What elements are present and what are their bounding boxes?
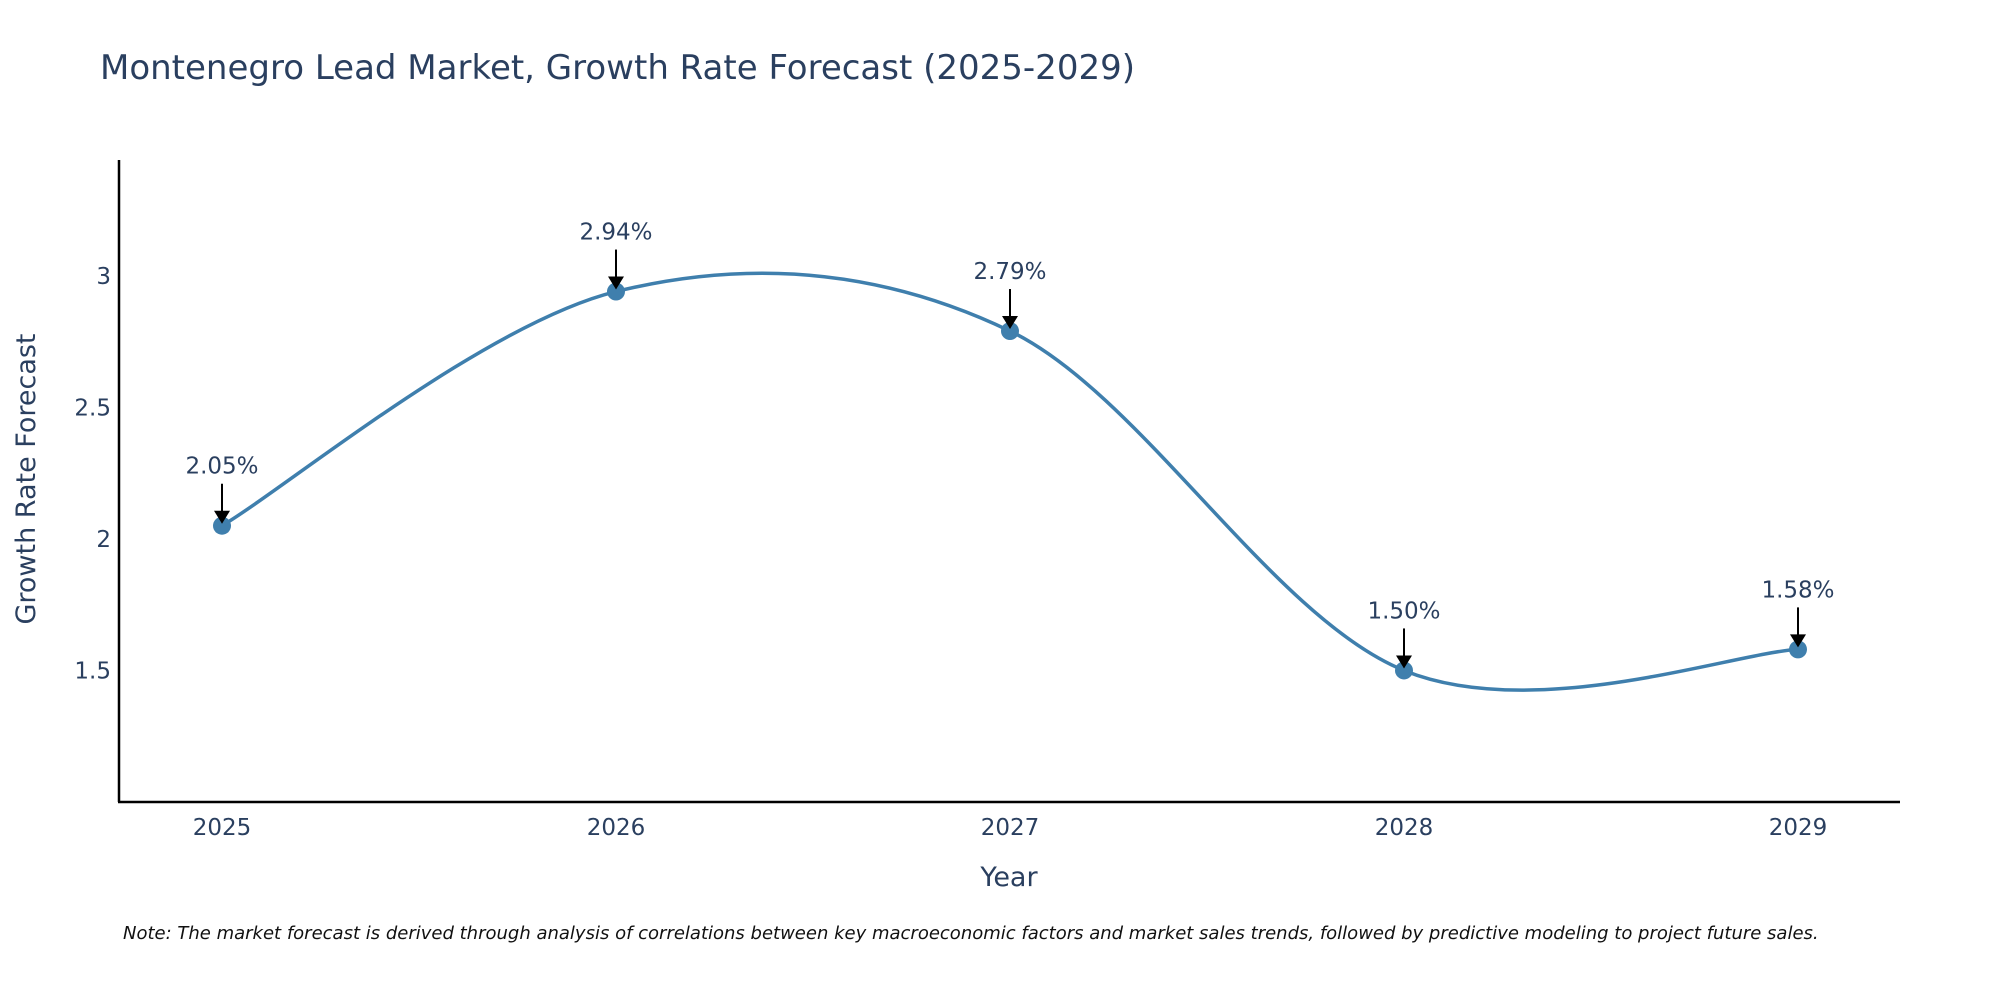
annotation-arrow-head [1790,634,1806,648]
data-point [607,282,625,301]
plot-area: 1.5 2 2.5 3 2025 2026 2027 2028 2029 2.05% 2.94% 2.… [74,160,1900,841]
y-tick-label: 2.5 [74,395,111,421]
data-label: 2.05% [185,454,258,480]
data-label: 2.94% [579,220,652,246]
data-point [1001,322,1019,341]
annotation-arrow-head [608,276,624,290]
y-tick-label: 1.5 [74,658,111,684]
data-point [1789,640,1807,659]
annotation-arrow-head [1002,316,1018,330]
annotation-arrow-head [1396,655,1412,669]
y-tick-label: 2 [96,527,111,553]
y-tick-label: 3 [96,264,111,290]
x-axis-title: Year [979,862,1038,893]
y-axis-title: Growth Rate Forecast [11,333,42,624]
chart-title: Montenegro Lead Market, Growth Rate Fore… [100,48,1135,88]
data-point [1395,661,1413,680]
x-tick-label: 2029 [1769,815,1828,841]
x-tick-label: 2028 [1375,815,1434,841]
x-tick-label: 2027 [981,815,1040,841]
data-label: 1.50% [1367,598,1440,624]
footnote: Note: The market forecast is derived thr… [123,923,1819,944]
data-point [213,516,231,535]
x-tick-label: 2025 [193,815,252,841]
x-tick-label: 2026 [587,815,646,841]
data-label: 1.58% [1761,577,1834,603]
data-label: 2.79% [973,259,1046,285]
annotation-arrow-head [214,510,230,524]
